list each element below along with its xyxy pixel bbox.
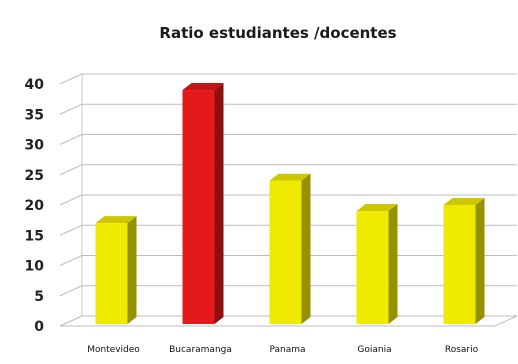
floor-edge-right: [494, 315, 518, 327]
bar-side: [388, 204, 398, 324]
x-tick-label: Rosario: [445, 345, 479, 355]
bar-top: [269, 173, 311, 181]
bar-side: [301, 173, 311, 324]
bar-front: [443, 205, 476, 324]
y-tick-label: 40: [25, 77, 45, 93]
x-tick-label: Montevideo: [87, 345, 140, 355]
bar-bucaramanga: [182, 83, 224, 324]
bar-top: [95, 216, 137, 224]
bar-front: [356, 211, 389, 324]
bar-side: [214, 83, 224, 324]
y-tick-label: 10: [25, 259, 45, 275]
y-tick-label: 5: [34, 289, 44, 305]
y-tick-label: 20: [25, 198, 45, 214]
y-tick-label: 0: [34, 319, 44, 335]
bar-panama: [269, 173, 311, 324]
y-tick-label: 25: [25, 168, 44, 184]
gridline-depth: [59, 103, 83, 115]
bar-front: [182, 90, 215, 324]
y-axis-ticks: 0 5 10 15 20 25 30 35 40: [25, 77, 45, 335]
chart-title: Ratio estudiantes /docentes: [159, 24, 396, 42]
y-tick-label: 35: [25, 107, 44, 123]
gridline-depth: [59, 164, 83, 176]
bar-top: [443, 198, 485, 205]
gridline-depth: [59, 73, 83, 85]
bar-rosario: [443, 198, 485, 324]
x-tick-label: Goiania: [357, 345, 391, 355]
x-tick-label: Bucaramanga: [169, 345, 232, 355]
y-tick-label: 30: [25, 138, 45, 154]
bars: [95, 83, 485, 324]
bar-top: [356, 204, 398, 212]
gridline-depth: [59, 134, 83, 145]
gridline-depth: [59, 255, 83, 266]
bar-top: [182, 83, 224, 91]
gridline-depth: [59, 315, 83, 327]
gridline-depth: [59, 224, 83, 236]
bar-side: [127, 216, 137, 324]
bar-side: [475, 198, 485, 324]
gridline-depth: [59, 194, 83, 206]
bar-montevideo: [95, 216, 137, 324]
gridline-depth: [59, 285, 83, 297]
bar-goiania: [356, 204, 398, 324]
y-tick-label: 15: [25, 228, 44, 244]
bar-front: [269, 180, 302, 324]
bar-front: [95, 223, 128, 324]
x-tick-label: Panama: [269, 345, 305, 355]
x-axis-ticks: Montevideo Bucaramanga Panama Goiania Rosari…: [87, 345, 478, 355]
